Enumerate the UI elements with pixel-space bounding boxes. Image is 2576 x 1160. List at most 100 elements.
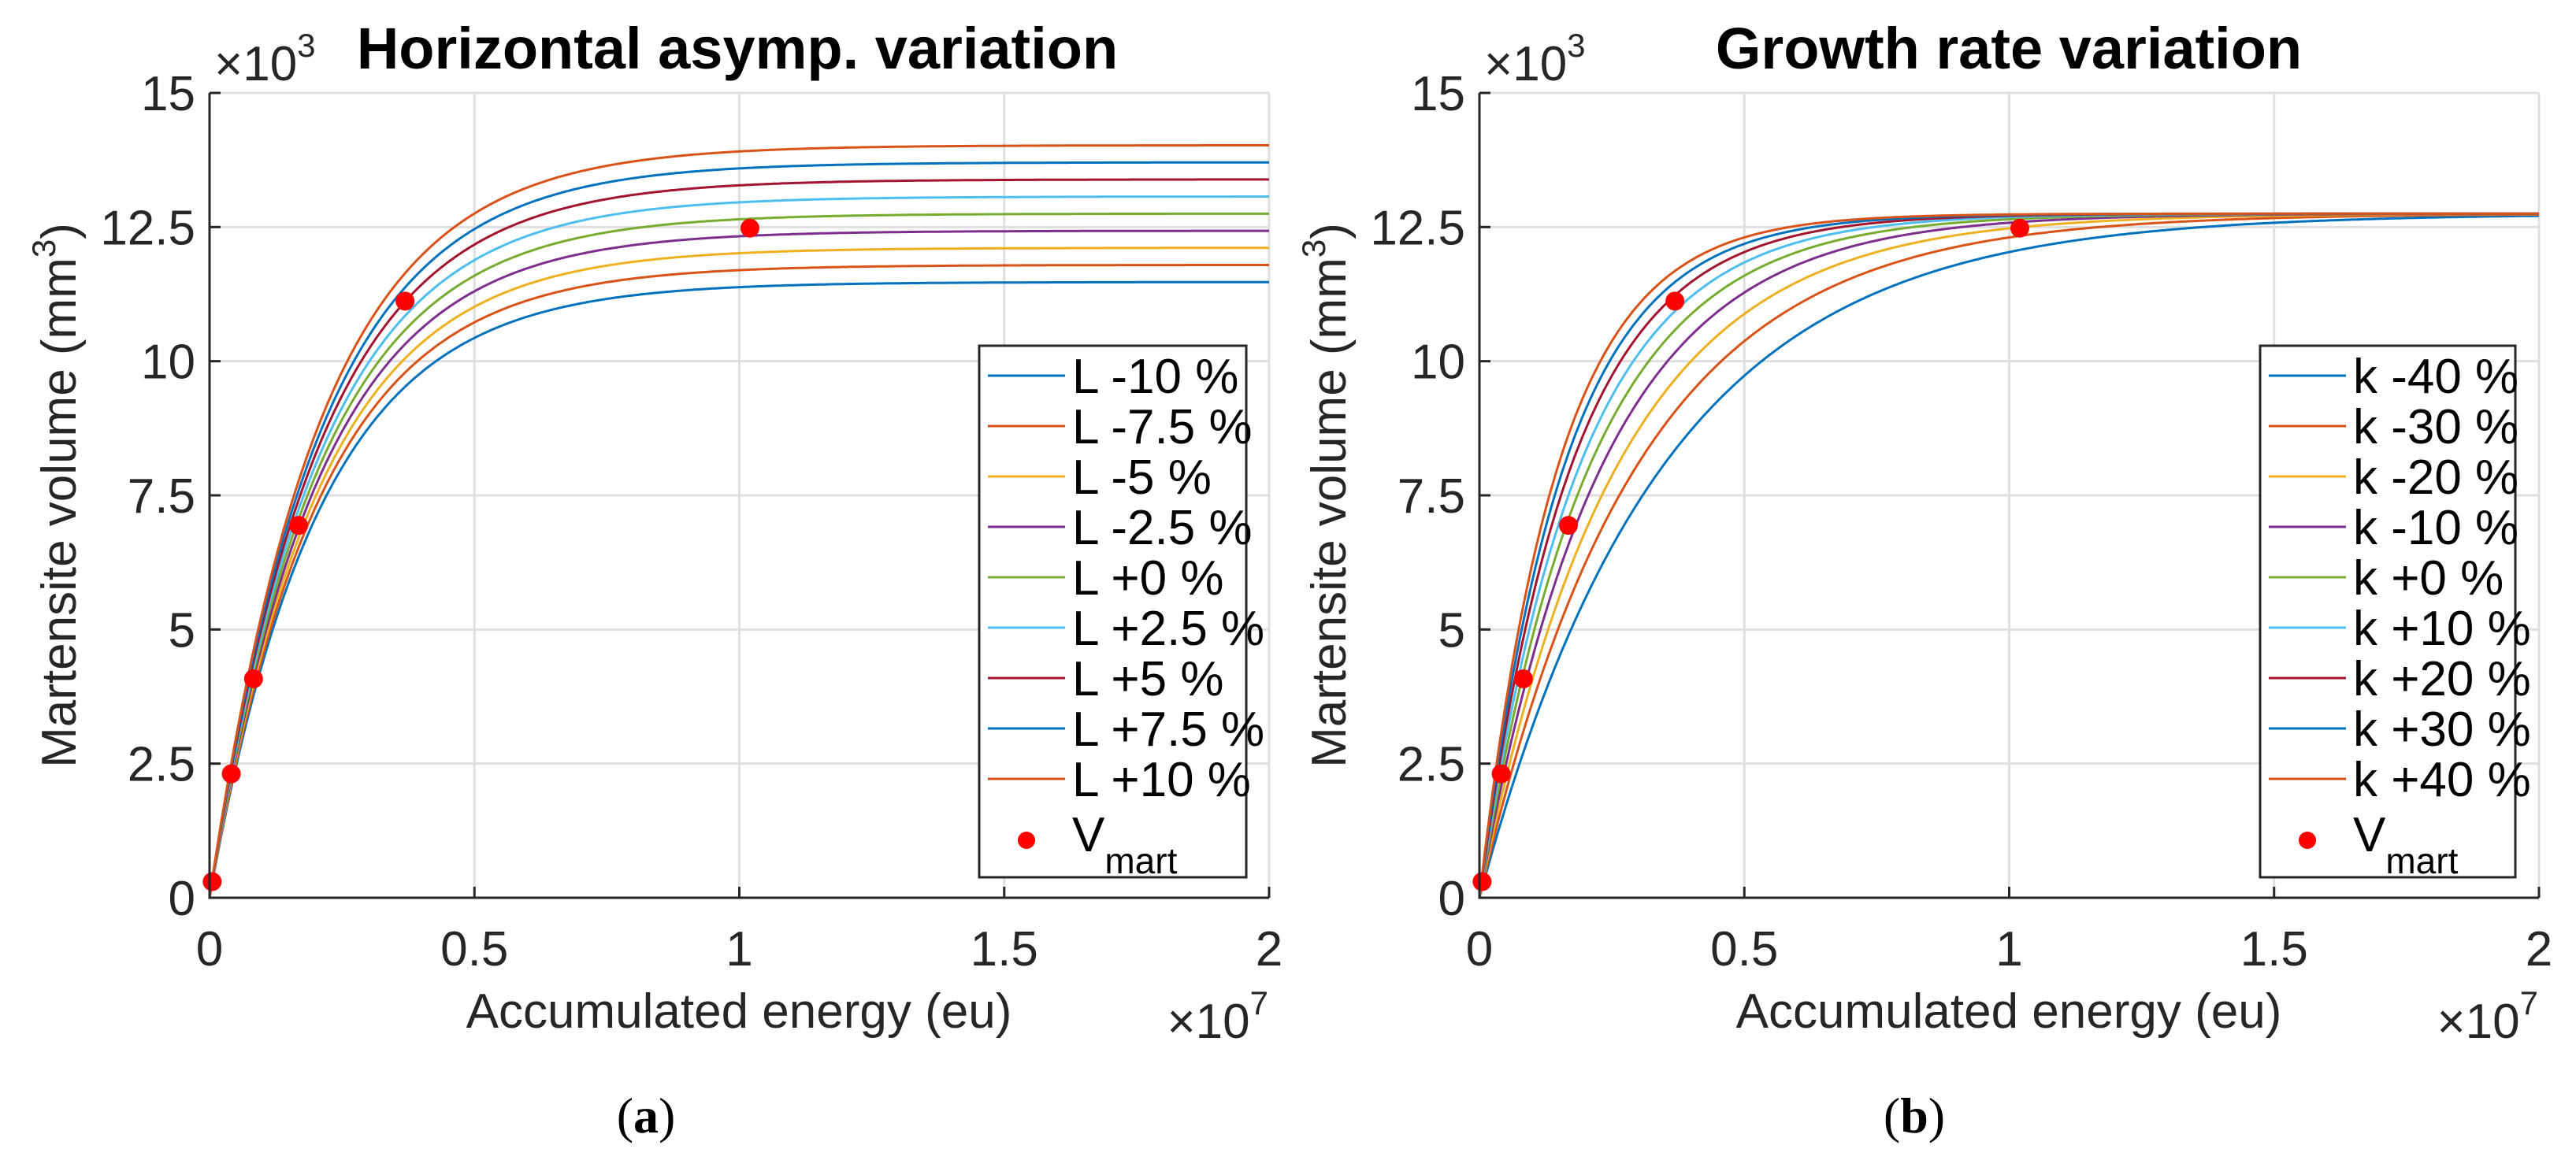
- caption-close: ): [1928, 1088, 1945, 1143]
- panel-caption: (b): [1884, 1088, 1945, 1143]
- legend-label: L -5 %: [1072, 450, 1212, 505]
- x-tick-label: 1.5: [971, 922, 1038, 977]
- y-multiplier-base: ×10: [1484, 37, 1567, 91]
- panel-b-growth-rate: Growth rate variation Accumulated energy…: [1295, 16, 2552, 1143]
- chart-title: Horizontal asymp. variation: [357, 16, 1118, 81]
- caption-open: (: [1884, 1088, 1900, 1143]
- y-tick-label: 15: [141, 67, 195, 121]
- series-line: [1478, 213, 2540, 899]
- legend-label: L +0 %: [1072, 551, 1223, 606]
- legend-label: k -20 %: [2353, 450, 2518, 505]
- x-axis-label: Accumulated energy (eu): [1736, 984, 2282, 1039]
- legend-label: L +7.5 %: [1072, 702, 1264, 757]
- x-multiplier: ×107: [2437, 984, 2538, 1049]
- legend-label-sub: mart: [2385, 840, 2458, 881]
- x-tick-label: 2: [1256, 922, 1282, 977]
- y-multiplier: ×103: [214, 27, 316, 91]
- x-tick-label: 0: [196, 922, 223, 977]
- data-point: [740, 218, 759, 238]
- y-tick-label: 2.5: [128, 738, 195, 792]
- y-axis-label-sup: 3: [25, 239, 62, 258]
- legend: L -10 %L -7.5 %L -5 %L -2.5 %L +0 %L +2.…: [978, 344, 1264, 881]
- y-axis-label: Martensite volume (mm3): [1295, 223, 1357, 768]
- legend-label: L +10 %: [1072, 753, 1251, 807]
- series-line: [208, 144, 1269, 899]
- legend-label: L -7.5 %: [1072, 400, 1253, 454]
- legend-label: k +30 %: [2353, 702, 2531, 757]
- y-axis-label-end: ): [32, 223, 87, 239]
- series-line: [208, 280, 1269, 899]
- y-tick-label: 0: [1438, 872, 1465, 926]
- series-line: [208, 195, 1269, 899]
- y-multiplier-base: ×10: [214, 37, 297, 91]
- series-line: [208, 178, 1269, 899]
- data-point: [2010, 218, 2029, 238]
- legend-label: L +5 %: [1072, 652, 1223, 706]
- legend-label: k +0 %: [2353, 551, 2504, 606]
- legend-box: [2259, 344, 2517, 879]
- y-tick-label: 12.5: [100, 201, 195, 255]
- y-axis-label-main: Martensite volume (mm: [1302, 258, 1357, 768]
- legend-marker: [2299, 832, 2316, 849]
- x-tick-label: 0.5: [1710, 922, 1778, 977]
- y-tick-label: 7.5: [1397, 469, 1465, 524]
- legend-label: k +40 %: [2353, 753, 2531, 807]
- series-line: [208, 264, 1269, 899]
- legend-box: [978, 344, 1248, 879]
- caption-close: ): [659, 1088, 675, 1143]
- y-multiplier-exp: 3: [297, 27, 315, 64]
- series-line: [1478, 212, 2539, 899]
- x-multiplier-exp: 7: [2520, 984, 2538, 1021]
- legend-label-sub: mart: [1104, 840, 1177, 881]
- series-line: [208, 229, 1269, 899]
- y-axis-label: Martensite volume (mm3): [25, 223, 87, 768]
- legend-label: k +10 %: [2353, 602, 2531, 656]
- y-tick-label: 10: [141, 335, 195, 390]
- data-point: [243, 669, 263, 689]
- data-point: [1558, 516, 1578, 536]
- series-line: [208, 246, 1269, 899]
- y-multiplier: ×103: [1484, 27, 1586, 91]
- y-multiplier-exp: 3: [1567, 27, 1585, 64]
- panel-a-horizontal-asymptote: Horizontal asymp. variation Accumulated …: [25, 16, 1282, 1143]
- legend-label-base: V: [2353, 808, 2386, 862]
- data-point: [288, 516, 308, 536]
- x-tick-label: 0: [1466, 922, 1493, 977]
- legend-label: L +2.5 %: [1072, 602, 1264, 656]
- series-line: [208, 212, 1269, 899]
- x-tick-label: 0.5: [440, 922, 508, 977]
- legend-label: L -2.5 %: [1072, 501, 1253, 555]
- legend-label: Vmart: [2353, 808, 2459, 881]
- legend-label: Vmart: [1072, 808, 1178, 881]
- x-tick-label: 1.5: [2240, 922, 2308, 977]
- caption-open: (: [617, 1088, 633, 1143]
- chart-title: Growth rate variation: [1716, 16, 2302, 81]
- caption-letter: a: [633, 1088, 659, 1143]
- data-point: [1665, 291, 1685, 311]
- y-tick-label: 5: [1438, 603, 1465, 658]
- y-tick-label: 15: [1411, 67, 1465, 121]
- legend-label: k -10 %: [2353, 501, 2518, 555]
- legend-label-base: V: [1072, 808, 1105, 862]
- data-point: [202, 872, 222, 891]
- panel-caption: (a): [617, 1088, 676, 1143]
- y-tick-label: 12.5: [1370, 201, 1465, 255]
- x-multiplier-base: ×10: [2437, 995, 2519, 1049]
- legend-label: k -30 %: [2353, 400, 2518, 454]
- data-point: [1513, 669, 1533, 689]
- series-line: [1478, 214, 2540, 899]
- legend-marker: [1018, 832, 1035, 849]
- legend: k -40 %k -30 %k -20 %k -10 %k +0 %k +10 …: [2259, 344, 2531, 881]
- x-multiplier-exp: 7: [1250, 984, 1268, 1021]
- x-tick-label: 2: [2526, 922, 2552, 977]
- legend-label: k +20 %: [2353, 652, 2531, 706]
- y-tick-label: 0: [169, 872, 195, 926]
- data-point: [395, 291, 415, 311]
- plot-area: [202, 91, 1271, 899]
- legend-label: k -40 %: [2353, 350, 2518, 404]
- x-tick-label: 1: [726, 922, 752, 977]
- x-axis-label: Accumulated energy (eu): [466, 984, 1012, 1039]
- y-tick-label: 5: [169, 603, 195, 658]
- legend-label: L -10 %: [1072, 350, 1238, 404]
